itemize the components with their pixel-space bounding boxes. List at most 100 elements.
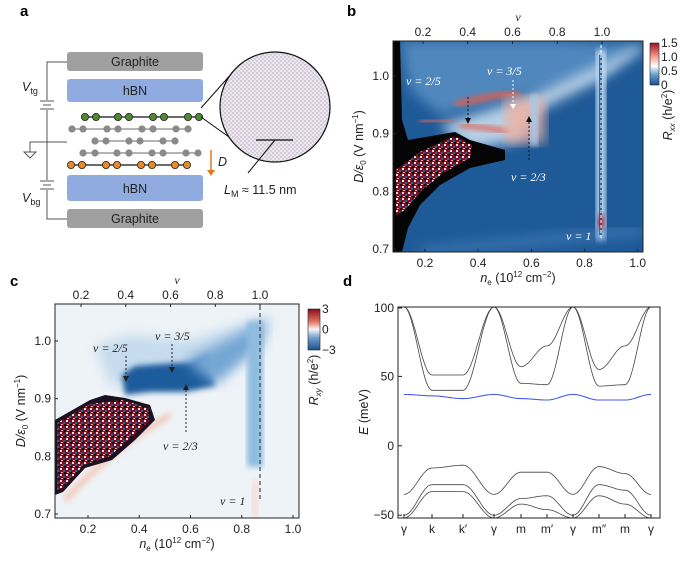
bottom-hbn-label: hBN <box>123 182 147 196</box>
band-lines <box>403 307 652 518</box>
x-tick-label: 0.4 <box>470 256 487 270</box>
top-tick-label: 0.4 <box>459 25 476 39</box>
bottom-graphite-layer <box>67 209 203 228</box>
flat-band-line <box>403 393 652 401</box>
x-tick-label: 1.0 <box>285 522 302 536</box>
top-hbn-label: hBN <box>123 84 147 98</box>
x-tick-label: 0.6 <box>523 256 540 270</box>
y-axis-label: E (meV) <box>357 389 371 435</box>
carbon-atom <box>67 160 76 169</box>
panel-label-b: b <box>347 3 356 20</box>
carbon-atom <box>147 160 156 169</box>
y-tick-label: 100 <box>374 301 394 315</box>
y-axis-label: D/ε0 (V nm−1) <box>351 110 368 183</box>
carbon-atom <box>138 125 146 133</box>
y-tick-label: 0 <box>387 439 394 453</box>
carbon-atom <box>172 125 180 133</box>
carbon-atom <box>79 125 87 133</box>
top-tick-label: 1.0 <box>252 288 269 302</box>
annotation-nu-3-5: ν = 3/5 <box>487 64 522 78</box>
rxx-colorbar <box>649 42 660 86</box>
carbon-atom <box>81 113 90 122</box>
displacement-field-label: D <box>218 155 227 169</box>
y-tick-label: 1.0 <box>372 69 389 83</box>
top-tick-label: 0.6 <box>504 25 521 39</box>
colorbar-tick-label: −3 <box>322 343 336 357</box>
carbon-atom <box>114 113 123 122</box>
colorbar-tick-label: 1.5 <box>661 36 678 50</box>
colorbar-tick-label: 3 <box>322 302 329 316</box>
annotation-nu-1: ν = 1 <box>220 494 245 508</box>
panel-a-schematic: a Vtg Vbg Graphite hBN hBN Graphite D LM <box>20 3 331 228</box>
carbon-atom <box>125 149 133 157</box>
top-tick-label: 1.0 <box>594 25 611 39</box>
k-point-label: γ <box>648 522 654 536</box>
colorbar-tick-label: 1.0 <box>661 50 678 64</box>
top-gate-voltage-label: Vtg <box>22 80 38 96</box>
carbon-atom <box>183 113 192 122</box>
band-line <box>403 464 652 495</box>
carbon-atom <box>68 125 76 133</box>
carbon-atom <box>148 149 156 157</box>
top-graphite-layer <box>67 52 203 71</box>
plot-frame <box>397 306 661 519</box>
carbon-atom <box>194 113 203 122</box>
panel-b-rxx-map: b ν = 3/5 ν = 2/5 ν = 2/3 ν = 1 <box>347 3 678 287</box>
bottom-graphite-label: Graphite <box>111 212 159 226</box>
x-tick-label: 0.8 <box>233 522 250 536</box>
top-hbn-layer <box>67 79 203 102</box>
k-point-label: m′ <box>541 522 554 536</box>
carbon-atom <box>113 160 122 169</box>
arrow-head <box>207 170 215 176</box>
carbon-atom <box>103 125 111 133</box>
panel-b-axes: 0.2 0.4 0.6 0.8 1.0 0.7 0.8 0.9 1.0 0.2 0.4 0.6 0.8 1… <box>351 10 678 287</box>
carbon-atom <box>78 160 87 169</box>
carbon-atom <box>159 149 167 157</box>
annotation-nu-2-3: ν = 2/3 <box>511 170 546 184</box>
carbon-atom <box>159 113 168 122</box>
colorbar-tick-label: 0.5 <box>661 64 678 78</box>
carbon-atom <box>149 125 157 133</box>
carbon-atom <box>136 137 144 145</box>
top-tick-label: 0.6 <box>162 288 179 302</box>
moire-lattice-zoom <box>219 51 331 163</box>
y-tick-label: 0.8 <box>372 184 389 198</box>
x-tick-label: 0.2 <box>417 256 434 270</box>
k-point-label: m <box>620 522 630 536</box>
top-tick-label: 0.2 <box>73 288 90 302</box>
carbon-atom <box>184 125 192 133</box>
carbon-atom <box>125 113 134 122</box>
colorbar-tick-label: 0 <box>322 323 329 337</box>
bottom-hbn-layer <box>67 175 203 201</box>
carbon-atom <box>170 160 179 169</box>
carbon-atom <box>91 137 99 145</box>
carbon-atom <box>182 149 190 157</box>
annotation-nu-1: ν = 1 <box>566 229 591 243</box>
colorbar-label: Rxy (h/e2) <box>306 355 323 406</box>
panel-label-c: c <box>10 273 18 290</box>
carbon-atom <box>91 149 99 157</box>
rxy-heatmap <box>55 304 299 518</box>
bottom-gate-voltage-label: Vbg <box>22 191 40 207</box>
x-tick-label: 0.6 <box>182 522 199 536</box>
colorbar-label: Rxx (h/e2) <box>660 90 677 141</box>
k-point-label: m <box>516 522 526 536</box>
k-point-label: γ <box>570 522 576 536</box>
panel-c-rxy-map: c ν = 2/5 ν = 3/5 ν = 2/3 ν = 1 0.2 0.4 0.… <box>10 273 336 553</box>
annotation-nu-3-5: ν = 3/5 <box>155 329 190 343</box>
carbon-atom <box>102 137 110 145</box>
carbon-atom <box>148 113 157 122</box>
panel-label-a: a <box>20 3 29 20</box>
band-line <box>403 307 652 391</box>
top-tick-label: 0.8 <box>207 288 224 302</box>
carbon-atom <box>79 149 87 157</box>
carbon-atom <box>92 113 101 122</box>
top-graphite-label: Graphite <box>111 55 159 69</box>
y-tick-label: 0.9 <box>372 127 389 141</box>
x-tick-label: 0.8 <box>576 256 593 270</box>
y-tick-label: −50 <box>374 508 395 522</box>
carbon-atom <box>171 137 179 145</box>
carbon-atom <box>102 160 111 169</box>
y-tick-label: 0.7 <box>34 507 51 521</box>
